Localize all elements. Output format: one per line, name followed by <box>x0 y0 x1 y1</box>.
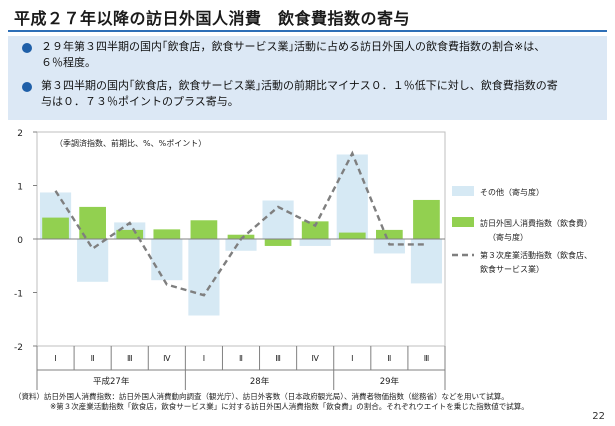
y-tick-label: 1 <box>17 183 23 193</box>
summary-box: ２９年第３四半期の国内｢飲食店，飲食サービス業｣活動に占める訪日外国人の飲食費指… <box>8 36 607 120</box>
page-title: 平成２７年以降の訪日外国人消費 飲食費指数の寄与 <box>14 9 411 28</box>
bar-other <box>188 239 220 316</box>
x-tick-label: Ⅲ <box>127 354 133 363</box>
legend-label-inbound-2: （寄与度） <box>488 232 528 242</box>
legend-label-activity-2: 飲食サービス業） <box>480 264 544 274</box>
legend-swatch-other <box>452 186 474 196</box>
source-notes: （資料）訪日外国人消費指数：訪日外国人消費動向調査（観光庁）、訪日外客数（日本政… <box>14 392 529 412</box>
bar-other <box>410 239 443 284</box>
bar-other <box>373 239 405 254</box>
title-rule <box>8 30 607 32</box>
x-tick-label: Ⅰ <box>203 354 205 363</box>
y-tick-label: 0 <box>17 236 23 246</box>
summary-text-2: 第３四半期の国内｢飲食店，飲食サービス業｣活動の前期比マイナス０．１％低下に対し… <box>41 79 558 92</box>
bar-other <box>77 239 109 282</box>
y-tick-label: -2 <box>14 343 23 353</box>
bar-inbound <box>413 199 440 239</box>
bar-inbound <box>153 229 181 239</box>
x-tick-label: Ⅲ <box>275 354 281 363</box>
year-label: 29年 <box>380 376 400 387</box>
legend-label-other: その他（寄与度） <box>480 187 544 197</box>
legend-label-activity: 第３次産業活動指数（飲食店、 <box>480 250 592 260</box>
activity-line <box>54 150 427 297</box>
bar-inbound <box>116 229 144 239</box>
summary-text-1b: ６％程度。 <box>41 56 96 69</box>
bullet-icon <box>22 43 32 53</box>
bar-inbound <box>376 229 403 239</box>
year-label: 28年 <box>250 376 270 387</box>
bar-other <box>225 239 257 251</box>
legend-label-inbound: 訪日外国人消費指数（飲食費） <box>480 218 592 228</box>
bar-inbound <box>338 232 366 239</box>
summary-text-1: ２９年第３四半期の国内｢飲食店，飲食サービス業｣活動に占める訪日外国人の飲食費指… <box>41 40 546 53</box>
x-tick-label: Ⅳ <box>163 354 171 363</box>
bar-other <box>299 239 331 246</box>
bullet-icon <box>22 82 32 92</box>
y-tick-label: 2 <box>17 129 23 139</box>
x-tick-label: Ⅱ <box>387 354 391 363</box>
bar-other <box>336 154 368 239</box>
x-tick-label: Ⅳ <box>311 354 319 363</box>
x-tick-label: Ⅲ <box>424 354 430 363</box>
x-tick-label: Ⅱ <box>239 354 243 363</box>
bar-inbound <box>227 234 255 239</box>
x-tick-label: Ⅰ <box>351 354 353 363</box>
x-tick-label: Ⅰ <box>54 354 56 363</box>
source-note: （資料）訪日外国人消費指数：訪日外国人消費動向調査（観光庁）、訪日外客数（日本政… <box>14 392 509 401</box>
bar-inbound <box>190 220 218 239</box>
bar-inbound <box>301 221 329 239</box>
footnote: ※第３次産業活動指数「飲食店，飲食サービス業」に対する訪日外国人消費指数「飲食費… <box>50 402 529 411</box>
bar-other <box>151 239 183 281</box>
x-tick-label: Ⅱ <box>91 354 95 363</box>
y-tick-label: -1 <box>14 290 23 300</box>
page-number: 22 <box>592 411 605 422</box>
bar-inbound <box>42 217 69 239</box>
unit-note: （季調済指数、前期比、%、%ポイント） <box>55 138 206 148</box>
contribution-chart: -2 -1 0 1 2 （季調済指数、前期比、%、%ポイント） Ⅰ Ⅱ Ⅲ Ⅳ Ⅰ Ⅱ Ⅲ Ⅳ Ⅰ Ⅱ Ⅲ 平成2… <box>14 129 592 390</box>
bar-inbound <box>264 239 292 246</box>
legend-swatch-inbound <box>452 217 474 227</box>
year-label: 平成27年 <box>93 376 130 387</box>
summary-text-2b: 与は０．７３％ポイントのプラス寄与。 <box>41 95 239 108</box>
